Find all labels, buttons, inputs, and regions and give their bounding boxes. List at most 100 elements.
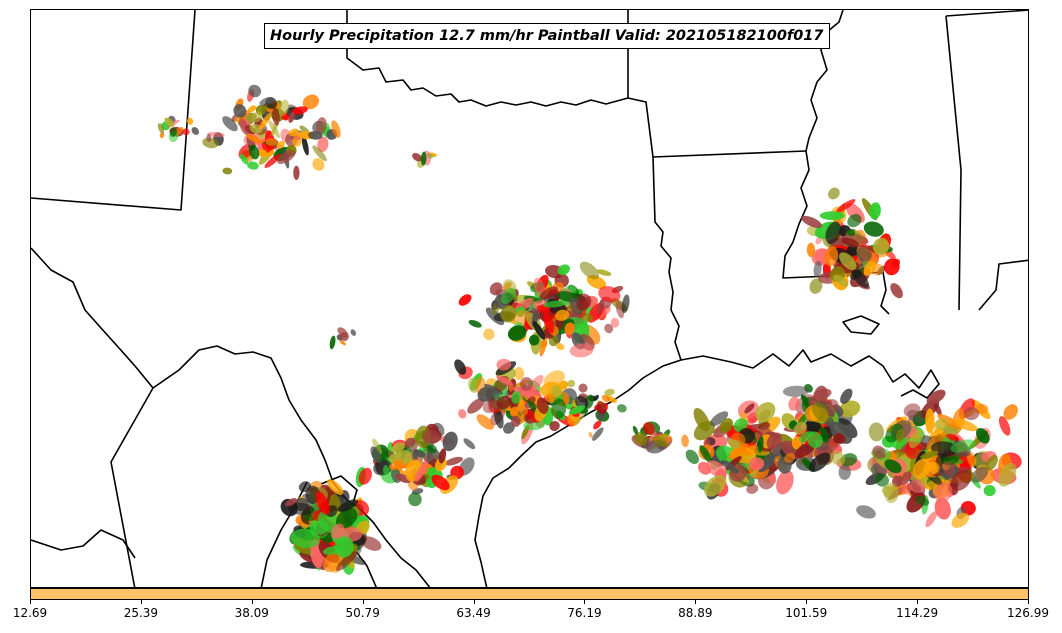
colorbar-tick-label: 88.89 — [678, 606, 713, 620]
precip-blob — [693, 407, 710, 432]
precip-blob — [420, 151, 427, 166]
precip-blob — [872, 445, 886, 459]
precip-blob — [755, 402, 776, 422]
colorbar-tick — [695, 600, 697, 604]
precip-blob — [202, 137, 219, 149]
precip-blob — [339, 332, 349, 342]
precip-blob — [833, 274, 849, 287]
precip-blob — [824, 246, 839, 267]
precip-blob — [839, 252, 857, 271]
precip-blob — [247, 161, 259, 170]
precip-blob — [908, 429, 924, 449]
colorbar — [30, 588, 1029, 600]
precip-blob — [904, 441, 922, 460]
precip-blob — [372, 438, 382, 455]
precip-blob — [604, 388, 615, 396]
precip-blob — [536, 397, 549, 415]
precip-blob — [910, 478, 925, 494]
precip-blob — [901, 482, 912, 495]
precip-blob — [503, 422, 515, 434]
precip-blob — [926, 389, 946, 405]
precip-blob — [998, 416, 1011, 436]
precip-blob — [925, 408, 935, 434]
colorbar-tick-label: 50.79 — [345, 606, 380, 620]
precip-blob — [222, 116, 238, 132]
precip-blob — [157, 123, 165, 134]
precip-blob — [278, 99, 290, 117]
precip-blob — [846, 229, 856, 236]
precip-blob — [890, 283, 903, 299]
precip-blob — [610, 317, 620, 328]
precip-blob — [543, 300, 567, 308]
precip-blob — [576, 298, 589, 312]
precip-blob — [248, 144, 260, 160]
precip-blob — [703, 475, 727, 497]
precip-blob — [511, 415, 521, 427]
precip-blob — [601, 394, 611, 403]
map-panel: Hourly Precipitation 12.7 mm/hr Paintbal… — [30, 9, 1029, 588]
precip-blob — [327, 479, 344, 495]
colorbar-tick — [806, 600, 808, 604]
precip-blob — [575, 395, 589, 410]
precip-blob — [315, 117, 327, 135]
precip-blob — [839, 400, 861, 418]
precip-blob — [574, 412, 585, 425]
precip-blob — [568, 405, 585, 415]
precip-blob — [840, 453, 858, 467]
precip-blob — [926, 480, 936, 491]
precip-blob — [288, 128, 300, 137]
precip-blob — [784, 452, 796, 463]
precip-blob — [414, 461, 428, 482]
precip-blob — [159, 132, 165, 139]
precip-blob — [719, 418, 734, 434]
precip-blob — [331, 120, 341, 138]
colorbar-tick — [473, 600, 475, 604]
precip-blob — [557, 264, 570, 276]
precip-blob — [482, 400, 499, 414]
precip-blob — [745, 461, 757, 477]
precip-blob — [164, 117, 175, 127]
precip-blob — [330, 523, 345, 540]
precip-blob — [248, 84, 262, 98]
precip-blob — [617, 404, 627, 413]
precip-blob — [391, 442, 405, 453]
colorbar-tick-label: 101.59 — [785, 606, 828, 620]
precip-blob — [524, 408, 540, 424]
precip-blob — [336, 551, 358, 572]
precip-blob — [532, 321, 546, 340]
precip-blob — [986, 454, 998, 471]
precip-blob — [652, 436, 669, 447]
precip-blob — [895, 428, 905, 443]
precip-blob — [728, 443, 749, 460]
precip-blob — [276, 140, 286, 149]
precip-blob — [239, 118, 250, 136]
ok-panhandle — [346, 10, 629, 107]
precip-blob — [840, 388, 853, 404]
precip-blob — [681, 434, 689, 448]
precip-blob — [264, 153, 281, 168]
precip-blob — [389, 459, 403, 471]
precip-blob — [442, 431, 458, 452]
precip-blob — [593, 420, 602, 430]
precip-blob — [258, 112, 272, 130]
precip-blob — [951, 512, 970, 528]
precip-blob — [632, 425, 639, 435]
lake-pontchartrain — [842, 315, 880, 335]
precip-blob — [856, 246, 872, 262]
precip-blob — [206, 133, 212, 143]
precip-blob — [569, 343, 594, 358]
precip-blob — [312, 158, 325, 171]
state-borders — [31, 10, 1028, 587]
precip-blob — [549, 421, 560, 431]
precip-blob — [277, 150, 296, 164]
precip-blob — [551, 384, 562, 398]
precip-blob — [838, 464, 851, 480]
precip-blob — [285, 498, 297, 507]
colorbar-tick-label: 126.99 — [1007, 606, 1049, 620]
precip-blob — [500, 288, 517, 304]
precip-blob — [337, 499, 359, 512]
precip-blob — [884, 482, 899, 504]
precip-blob — [288, 111, 295, 123]
precip-blob — [182, 128, 190, 136]
precip-blob — [265, 138, 278, 146]
